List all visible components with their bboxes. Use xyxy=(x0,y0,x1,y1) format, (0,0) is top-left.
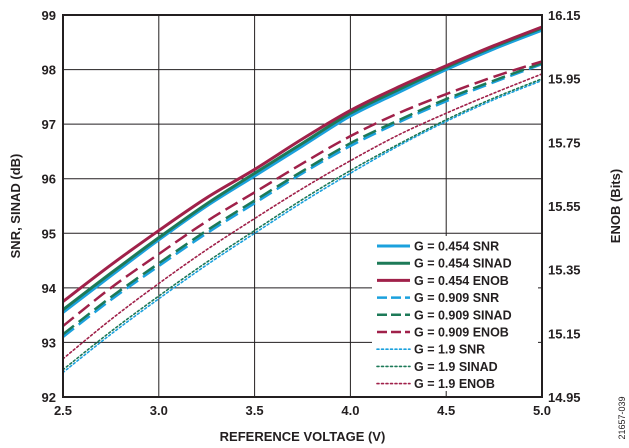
legend-label: G = 0.909 ENOB xyxy=(414,326,509,340)
legend-label: G = 1.9 SNR xyxy=(414,343,485,357)
series-line-g-1-9-sinad xyxy=(62,78,543,371)
x-tick-label: 3.5 xyxy=(246,403,264,418)
y2-tick-label: 15.55 xyxy=(548,199,581,214)
y-tick-label: 98 xyxy=(42,63,56,78)
legend-label: G = 1.9 SINAD xyxy=(414,360,498,374)
legend-label: G = 0.454 ENOB xyxy=(414,274,509,288)
legend-label: G = 0.454 SNR xyxy=(414,240,499,254)
plot-lines xyxy=(62,25,543,374)
x-tick-label: 4.0 xyxy=(341,403,359,418)
series-line-g-0-909-sinad xyxy=(62,61,543,336)
y2-tick-label: 16.15 xyxy=(548,8,581,23)
series-line-g-0-454-enob xyxy=(62,25,543,303)
tick-labels: 2.5 3.0 3.5 4.0 4.5 5.0 92 93 94 95 96 97 98 99 14.95 1… xyxy=(42,8,581,418)
y-tick-label: 95 xyxy=(42,226,56,241)
x-tick-label: 4.5 xyxy=(437,403,455,418)
legend-label: G = 0.909 SNR xyxy=(414,291,499,305)
x-tick-label: 5.0 xyxy=(533,403,551,418)
series-line-g-0-909-snr xyxy=(62,62,543,338)
plot-frame xyxy=(62,14,543,398)
y2-tick-label: 15.75 xyxy=(548,135,581,150)
series-line-g-1-9-enob xyxy=(62,73,543,360)
y-tick-label: 96 xyxy=(42,172,56,187)
legend-label: G = 0.909 SINAD xyxy=(414,308,512,322)
series-line-g-0-454-snr xyxy=(62,28,543,314)
x-tick-label: 3.0 xyxy=(150,403,168,418)
series-line-g-1-9-snr xyxy=(62,79,543,374)
y2-tick-label: 15.95 xyxy=(548,72,581,87)
x-axis-label: REFERENCE VOLTAGE (V) xyxy=(220,429,386,444)
y-axis-label: SNR, SINAD (dB) xyxy=(8,154,23,259)
y2-tick-label: 14.95 xyxy=(548,390,581,405)
y2-tick-label: 15.35 xyxy=(548,263,581,278)
y-tick-label: 93 xyxy=(42,335,56,350)
legend-label: G = 0.454 SINAD xyxy=(414,257,512,271)
y2-tick-label: 15.15 xyxy=(548,326,581,341)
x-tick-label: 2.5 xyxy=(54,403,72,418)
y-tick-label: 92 xyxy=(42,390,56,405)
y2-axis-label: ENOB (Bits) xyxy=(608,169,623,243)
y-tick-label: 99 xyxy=(42,8,56,23)
series-line-g-0-909-enob xyxy=(62,60,543,328)
figure-id: 21657-039 xyxy=(617,396,627,439)
y-tick-label: 97 xyxy=(42,117,56,132)
legend: G = 0.454 SNR G = 0.454 SINAD G = 0.454 EN… xyxy=(372,236,538,391)
legend-label: G = 1.9 ENOB xyxy=(414,377,495,391)
y-tick-label: 94 xyxy=(42,281,57,296)
